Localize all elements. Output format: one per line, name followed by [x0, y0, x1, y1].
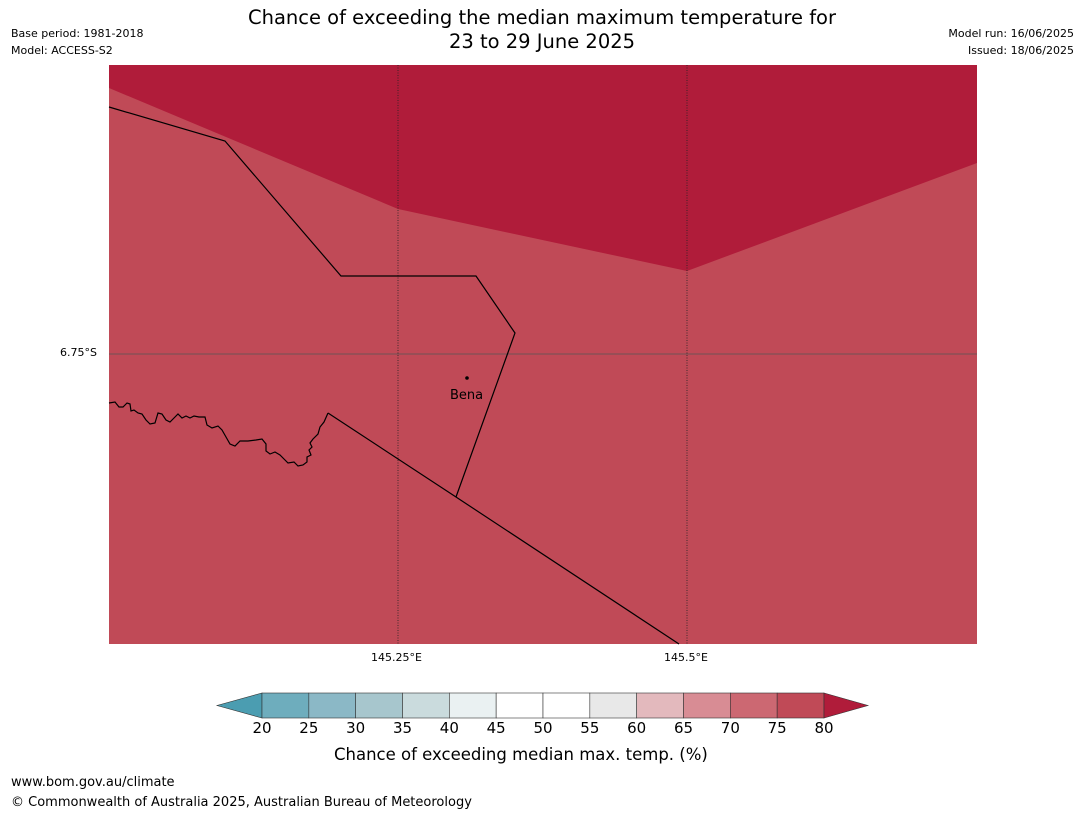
colorbar-tick-label: 55: [580, 719, 600, 737]
colorbar-tick-label: 35: [392, 719, 413, 737]
colorbar-bin: [308, 692, 356, 719]
colorbar-tick-label: 40: [439, 719, 459, 737]
latitude-label: 6.75°S: [60, 346, 97, 359]
model-text: Model: ACCESS-S2: [11, 44, 113, 57]
footer-url[interactable]: www.bom.gov.au/climate: [11, 775, 175, 790]
colorbar-extend-low: [215, 692, 263, 719]
river-boundary: [108, 401, 329, 467]
colorbar-tick-label: 45: [486, 719, 506, 737]
colorbar-tick-label: 60: [627, 719, 647, 737]
colorbar-bin: [589, 692, 637, 719]
colorbar-bin: [683, 692, 731, 719]
colorbar-bin: [355, 692, 403, 719]
model-run-text: Model run: 16/06/2025: [948, 27, 1074, 40]
map-high-chance-band: [109, 65, 977, 271]
title-line-1: Chance of exceeding the median maximum t…: [247, 6, 837, 29]
colorbar-tick-label: 30: [346, 719, 366, 737]
province-boundary: [327, 412, 680, 645]
colorbar-bin: [402, 692, 450, 719]
colorbar-bin: [730, 692, 778, 719]
forecast-map: [108, 65, 977, 645]
colorbar-extend-high: [823, 692, 870, 719]
colorbar-tick-label: 65: [673, 719, 694, 737]
colorbar-bin: [495, 692, 544, 719]
district-boundary: [108, 106, 516, 498]
colorbar-tick-label: 75: [767, 719, 787, 737]
colorbar-bin: [449, 692, 497, 719]
colorbar-bin: [261, 692, 310, 719]
colorbar-tick-label: 25: [299, 719, 319, 737]
footer-copyright: © Commonwealth of Australia 2025, Austra…: [11, 795, 472, 810]
longitude-label-2: 145.5°E: [664, 651, 708, 664]
colorbar-bin: [542, 692, 591, 719]
bena-marker: [465, 376, 469, 380]
issued-text: Issued: 18/06/2025: [967, 44, 1074, 57]
colorbar-title: Chance of exceeding median max. temp. (%…: [334, 745, 708, 764]
map-title: Chance of exceeding the median maximum t…: [192, 6, 892, 54]
metadata-right: Model run: 16/06/2025 Issued: 18/06/2025: [948, 25, 1074, 59]
metadata-left: Base period: 1981-2018 Model: ACCESS-S2: [11, 25, 143, 59]
colorbar-tick-label: 70: [720, 719, 740, 737]
colorbar-bin: [636, 692, 684, 719]
colorbar-tick-label: 20: [252, 719, 272, 737]
title-line-2: 23 to 29 June 2025: [448, 30, 636, 53]
colorbar-bin: [776, 692, 825, 719]
colorbar-tick-label: 80: [814, 719, 834, 737]
bena-label: Bena: [450, 388, 484, 403]
longitude-label-1: 145.25°E: [371, 651, 422, 664]
base-period-text: Base period: 1981-2018: [11, 27, 144, 40]
colorbar-tick-label: 50: [533, 719, 553, 737]
